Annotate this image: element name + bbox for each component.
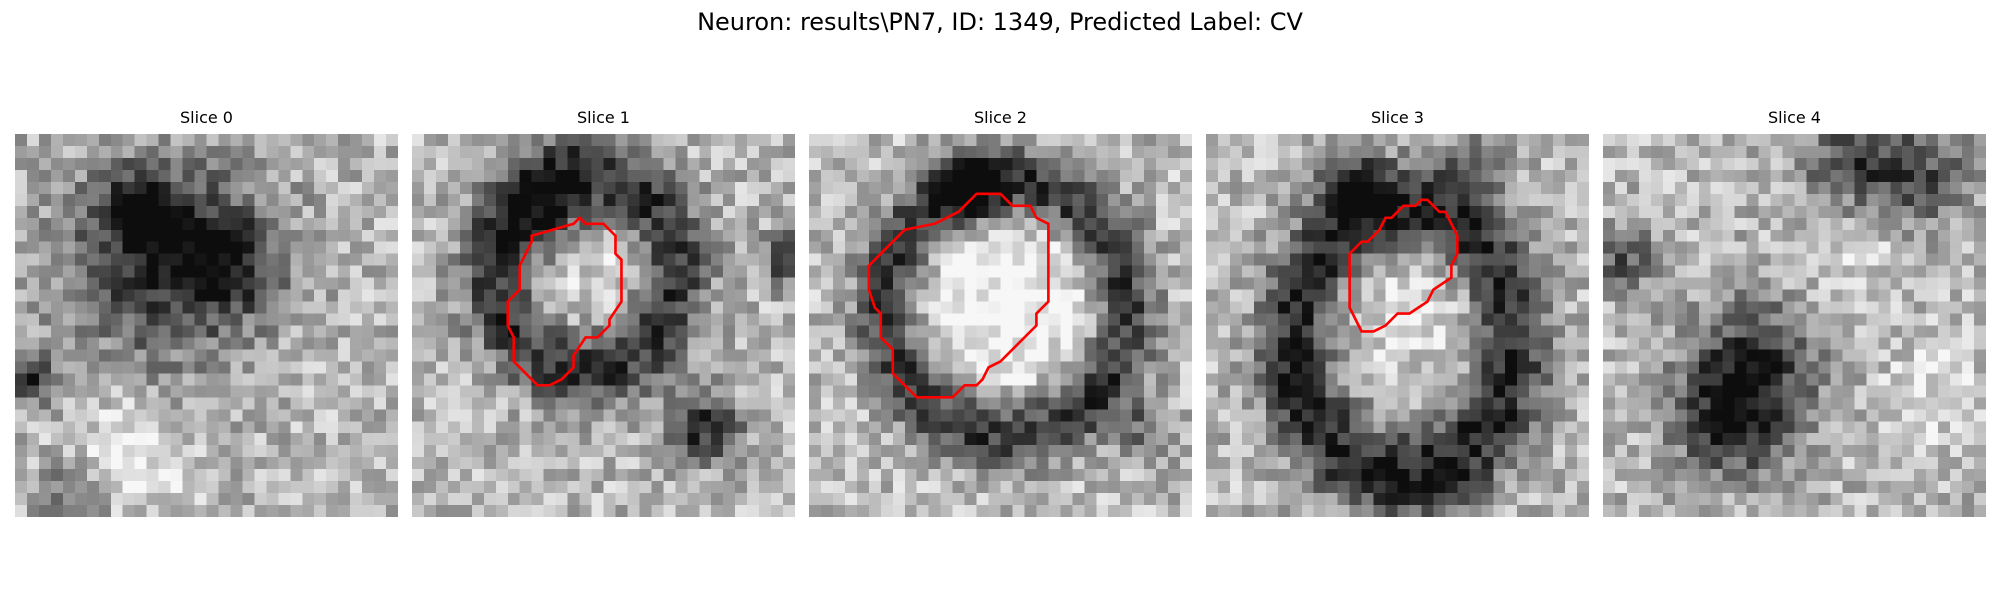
segmentation-contour: [1348, 198, 1459, 333]
slice-title: Slice 4: [1768, 108, 1821, 127]
segmentation-contour: [506, 215, 623, 387]
slice-title: Slice 2: [974, 108, 1027, 127]
slice-image: [809, 134, 1192, 517]
slice-image: [412, 134, 795, 517]
slice-image: [15, 134, 398, 517]
segmentation-contour: [867, 192, 1050, 399]
slice-image: [1206, 134, 1589, 517]
slice-title: Slice 1: [577, 108, 630, 127]
slice-title: Slice 3: [1371, 108, 1424, 127]
slice-title: Slice 0: [180, 108, 233, 127]
figure-title: Neuron: results\PN7, ID: 1349, Predicted…: [697, 8, 1303, 36]
slice-image: [1603, 134, 1986, 517]
